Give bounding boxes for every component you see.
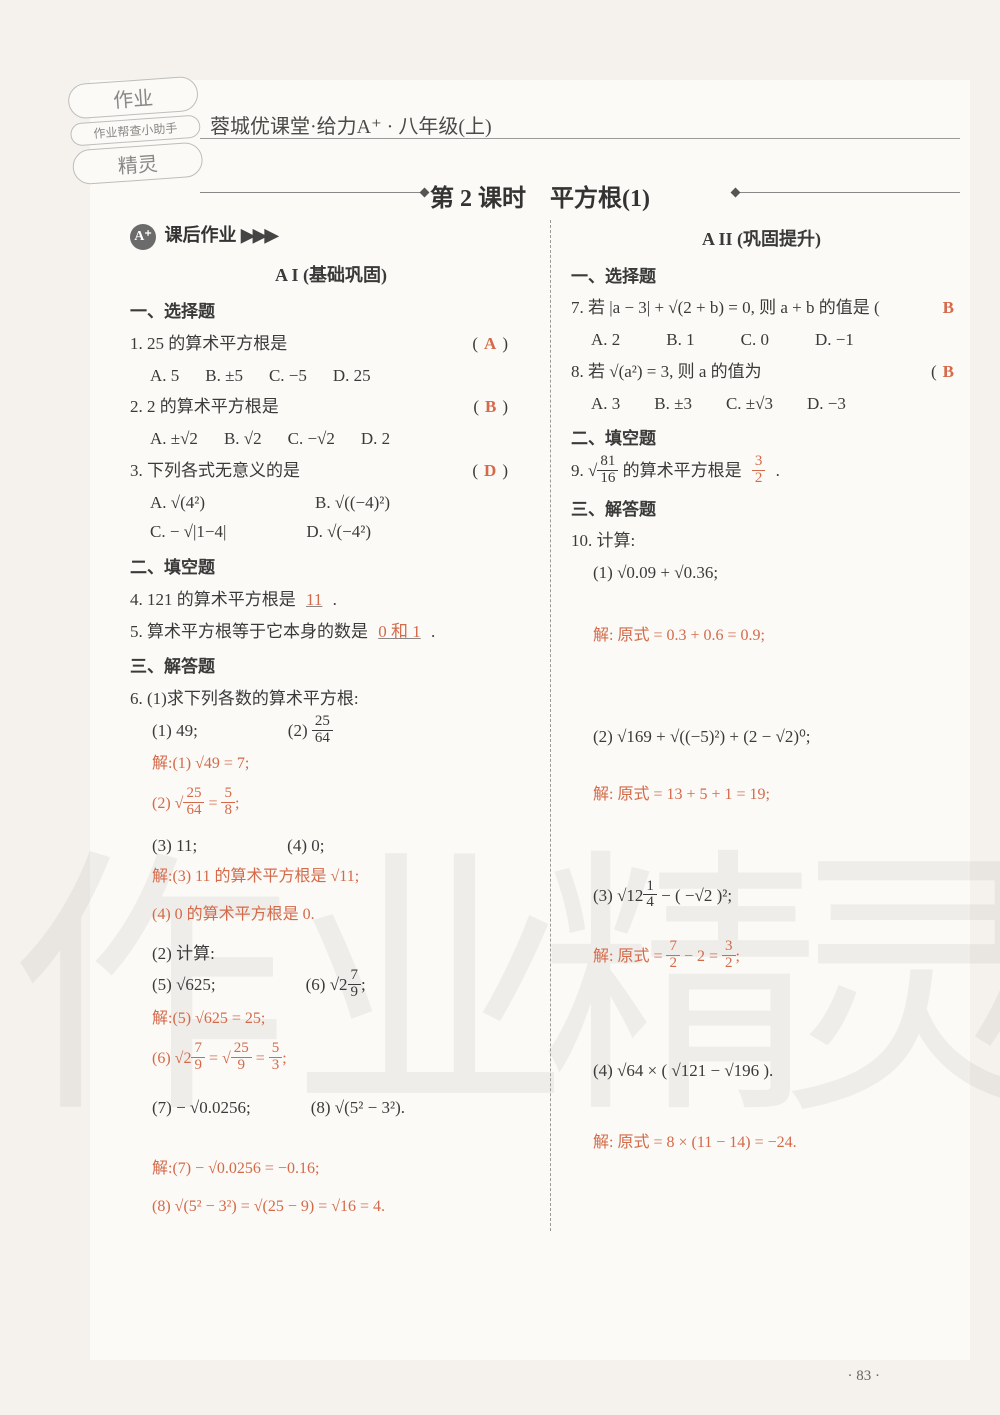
sol10-2: 解: 原式 = 13 + 5 + 1 = 19; (593, 781, 952, 809)
sol10-1: 解: 原式 = 0.3 + 0.6 = 0.9; (593, 622, 952, 650)
book-header: 蓉城优课堂·给力A⁺ · 八年级(上) (210, 110, 492, 139)
q3-opts-row2: C. − √|1−4| D. √(−4²) (130, 517, 532, 547)
q9: 9. √8116 的算术平方根是 32 . (571, 456, 952, 489)
q8-stem: 8. 若 √(a²) = 3, 则 a 的值为 (571, 362, 762, 381)
q8-answer: (B (925, 357, 954, 387)
q6-pair-1-2: (1) 49; (2) 2564 (130, 716, 532, 749)
q1: 1. 25 的算术平方根是 (A) (130, 329, 532, 359)
q8-opts: A. 3 B. ±3 C. ±√3 D. −3 (571, 389, 952, 419)
sol6-4: (4) 0 的算术平方根是 0. (152, 901, 532, 929)
q3: 3. 下列各式无意义的是 (D) (130, 456, 532, 486)
q3-opts-row1: A. √(4²) B. √((−4)²) (130, 488, 532, 518)
sol6-6: (6) √279 = √259 = 53; (152, 1043, 532, 1076)
q6-pair-7-8: (7) − √0.0256; (8) √(5² − 3²). (130, 1093, 532, 1123)
q10-lead: 10. 计算: (571, 526, 952, 556)
q6-1: (1) 49; (152, 716, 198, 749)
sol6-8: (8) √(5² − 3²) = √(25 − 9) = √16 = 4. (152, 1193, 532, 1221)
column-left: A⁺ 课后作业 ▶▶▶ A I (基础巩固) 一、选择题 1. 25 的算术平方… (130, 220, 550, 1231)
q5-answer: 0 和 1 (372, 622, 427, 641)
q7-answer: B (943, 293, 954, 323)
q6-3: (3) 11; (152, 831, 197, 861)
category-solve: 三、解答题 (130, 652, 532, 682)
sol6-5: 解:(5) √625 = 25; (152, 1005, 532, 1033)
section-a1-title: A I (基础巩固) (130, 260, 532, 292)
q3-answer: (D) (466, 456, 514, 486)
q2-answer: (B) (467, 392, 514, 422)
q7-stem: 7. 若 |a − 3| + √(2 + b) = 0, 则 a + b 的值是… (571, 298, 880, 317)
sol10-3: 解: 原式 = 72 − 2 = 32; (593, 941, 952, 974)
category-fill: 二、填空题 (130, 553, 532, 583)
stamp-badge: 作业 作业帮查小助手 精灵 (67, 76, 203, 175)
q10-1: (1) √0.09 + √0.36; (571, 558, 952, 588)
title-rule-left (200, 192, 420, 193)
content-columns: A⁺ 课后作业 ▶▶▶ A I (基础巩固) 一、选择题 1. 25 的算术平方… (130, 220, 970, 1231)
q4-answer: 11 (300, 590, 328, 609)
q6-5: (5) √625; (152, 970, 216, 1003)
sol6-7: 解:(7) − √0.0256 = −0.16; (152, 1155, 532, 1183)
q7: 7. 若 |a − 3| + √(2 + b) = 0, 则 a + b 的值是… (571, 293, 952, 323)
q6-pair-5-6: (5) √625; (6) √279; (130, 970, 532, 1003)
q6-lead: 6. (1)求下列各数的算术平方根: (130, 684, 532, 714)
q6-7: (7) − √0.0256; (152, 1093, 251, 1123)
q6-pair-3-4: (3) 11; (4) 0; (130, 831, 532, 861)
sol6-3: 解:(3) 11 的算术平方根是 √11; (152, 863, 532, 891)
triangle-icon: ▶▶▶ (241, 225, 277, 245)
sol6-1: 解:(1) √49 = 7; (152, 750, 532, 778)
category-fill-r: 二、填空题 (571, 424, 952, 454)
q9-answer: 32 (746, 461, 772, 480)
sol6-2: (2) √2564 = 58; (152, 788, 532, 821)
q5: 5. 算术平方根等于它本身的数是 0 和 1 . (130, 617, 532, 647)
sol10-4: 解: 原式 = 8 × (11 − 14) = −24. (593, 1129, 952, 1157)
q1-stem: 1. 25 的算术平方根是 (130, 334, 287, 353)
q4: 4. 121 的算术平方根是 11 . (130, 585, 532, 615)
q10-2: (2) √169 + √((−5)²) + (2 − √2)⁰; (571, 722, 952, 752)
category-choice-r: 一、选择题 (571, 262, 952, 292)
column-right: A II (巩固提升) 一、选择题 7. 若 |a − 3| + √(2 + b… (550, 220, 970, 1231)
q2: 2. 2 的算术平方根是 (B) (130, 392, 532, 422)
q8: 8. 若 √(a²) = 3, 则 a 的值为 (B (571, 357, 952, 387)
q1-answer: (A) (466, 329, 514, 359)
q6-2: (2) 2564 (288, 716, 333, 749)
stamp-row-1: 作业 (67, 76, 199, 120)
section-a2-title: A II (巩固提升) (571, 224, 952, 256)
header-rule (200, 138, 960, 139)
stamp-row-2: 作业帮查小助手 (70, 114, 201, 146)
q1-opts: A. 5 B. ±5 C. −5 D. 25 (130, 361, 532, 391)
page-number: · 83 · (848, 1368, 881, 1385)
q7-opts: A. 2 B. 1 C. 0 D. −1 (571, 325, 952, 355)
badge-icon: A⁺ (130, 224, 156, 250)
category-solve-r: 三、解答题 (571, 495, 952, 525)
title-rule-right (740, 192, 960, 193)
q10-3: (3) √1214 − ( −√2 )²; (571, 881, 952, 914)
q3-stem: 3. 下列各式无意义的是 (130, 461, 300, 480)
q6-4: (4) 0; (287, 831, 324, 861)
q2-stem: 2. 2 的算术平方根是 (130, 397, 279, 416)
category-choice: 一、选择题 (130, 297, 532, 327)
homework-badge: A⁺ 课后作业 ▶▶▶ (130, 220, 277, 252)
lesson-title: 第 2 课时 平方根(1) (430, 178, 650, 213)
q6-6: (6) √279; (306, 970, 366, 1003)
homework-label: 课后作业 (165, 225, 237, 245)
q6-calc-lead: (2) 计算: (130, 939, 532, 969)
q10-4: (4) √64 × ( √121 − √196 ). (571, 1056, 952, 1086)
q6-8: (8) √(5² − 3²). (311, 1093, 405, 1123)
q2-opts: A. ±√2 B. √2 C. −√2 D. 2 (130, 424, 532, 454)
